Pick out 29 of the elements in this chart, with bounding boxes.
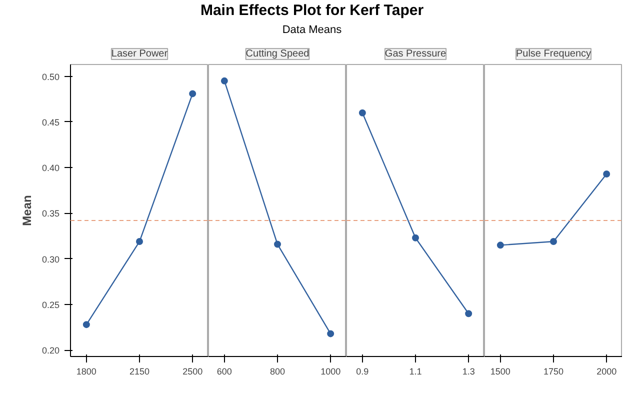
chart-title: Cutting Speed <box>246 48 310 60</box>
x-tick-label: 0.9 <box>356 366 369 377</box>
x-tick-label: 600 <box>216 366 232 377</box>
chart-title: Laser Power <box>111 48 168 60</box>
text: Data Means <box>282 23 342 38</box>
point <box>189 90 196 98</box>
x-tick-label: 1.1 <box>409 366 422 377</box>
x-tick-label: 1750 <box>543 366 564 377</box>
y-axis-title: Mean <box>20 195 34 226</box>
x-tick-label: 1800 <box>76 366 96 377</box>
x-tick-label: 2150 <box>129 366 150 377</box>
y-tick-label: 0.35 <box>42 208 60 219</box>
point <box>136 238 143 246</box>
y-tick-label: 0.45 <box>42 118 60 128</box>
y-tick-label: 0.25 <box>42 300 60 310</box>
y-tick-label: 0.50 <box>42 72 60 82</box>
text: Main Effects Plot for Kerf Taper <box>200 1 424 21</box>
x-tick-label: 800 <box>270 366 286 377</box>
x-tick-label: 1.3 <box>462 366 475 377</box>
x-tick-label: 2500 <box>182 366 203 377</box>
y-tick-label: 0.30 <box>42 254 60 264</box>
y-tick-label: 0.40 <box>42 163 60 174</box>
chart-title: Pulse Frequency <box>516 48 592 60</box>
point <box>82 321 90 328</box>
x-tick-label: 1500 <box>490 366 510 377</box>
x-tick-label: 1000 <box>320 366 341 377</box>
chart-title: Gas Pressure <box>384 48 447 60</box>
y-tick-label: 0.20 <box>42 346 60 356</box>
x-tick-label: 2000 <box>596 366 617 377</box>
